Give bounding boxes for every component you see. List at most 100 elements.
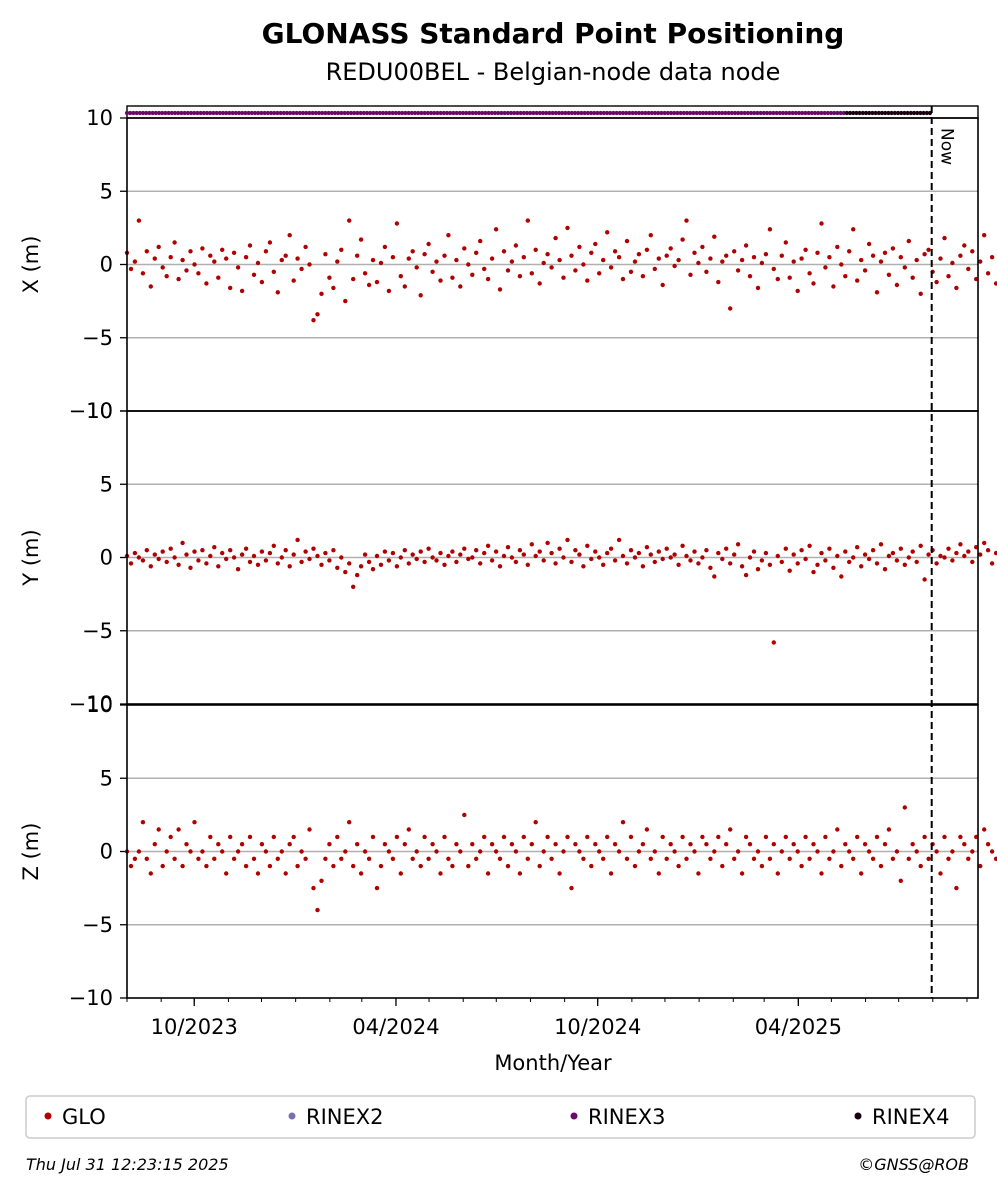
data-point (855, 545, 860, 550)
data-point (251, 553, 257, 559)
data-point (767, 856, 773, 861)
data-point (894, 282, 900, 288)
rinex-mark-rinex3 (278, 110, 283, 116)
data-point (319, 562, 324, 567)
data-point (755, 567, 761, 572)
data-point (327, 842, 332, 847)
data-point (862, 268, 868, 273)
data-point (791, 259, 796, 264)
rinex-mark-rinex3 (678, 110, 683, 116)
data-point (315, 553, 320, 559)
data-point (914, 257, 919, 263)
data-point (418, 293, 423, 298)
data-point (362, 271, 368, 276)
data-point (859, 564, 864, 569)
data-point (382, 549, 388, 554)
data-point (759, 260, 765, 266)
data-point (243, 546, 249, 551)
rinex-mark-rinex3 (566, 110, 571, 116)
data-point (243, 863, 249, 869)
x-axis: Now 10/2023 04/2024 10/2024 04/2025 (126, 106, 968, 1039)
y-tick-label: −5 (82, 326, 113, 350)
data-point (704, 269, 709, 274)
data-point (724, 253, 729, 258)
data-point (485, 276, 491, 282)
footer-timestamp: Thu Jul 31 12:23:15 2025 (26, 1155, 229, 1174)
data-point (593, 241, 598, 247)
data-point (160, 265, 165, 270)
rinex-mark-rinex4 (924, 110, 929, 116)
data-point (279, 257, 284, 263)
rinex-mark-rinex3 (432, 110, 437, 116)
data-point (866, 556, 872, 562)
rinex-mark-rinex4 (860, 110, 865, 116)
data-point (505, 863, 511, 869)
rinex-mark-rinex3 (380, 110, 386, 116)
data-point (803, 556, 808, 562)
data-point (807, 543, 812, 548)
rinex-mark-rinex3 (656, 110, 661, 116)
data-point (597, 271, 602, 276)
data-point (855, 278, 860, 283)
data-point (628, 548, 634, 553)
data-point (660, 834, 665, 840)
data-point (406, 561, 411, 566)
data-point (251, 856, 257, 861)
data-point (708, 565, 713, 570)
data-point (442, 834, 447, 840)
data-point (156, 244, 161, 250)
rinex-mark-rinex3 (454, 110, 459, 116)
data-point (862, 842, 868, 847)
data-point (767, 227, 773, 232)
data-point (799, 548, 804, 553)
data-point (128, 863, 134, 869)
rinex-mark-rinex3 (364, 110, 370, 116)
rinex-mark-rinex3 (166, 110, 171, 116)
rinex-mark-rinex3 (710, 110, 715, 116)
rinex-mark-rinex3 (323, 110, 328, 116)
data-point (664, 546, 669, 551)
data-point (188, 565, 193, 570)
rinex-mark-rinex3 (806, 110, 811, 116)
rinex-mark-rinex3 (723, 110, 728, 116)
data-point (870, 856, 876, 861)
data-point (906, 555, 911, 560)
data-point (156, 827, 161, 832)
data-point (482, 266, 487, 272)
data-point (676, 863, 681, 869)
rinex-mark-rinex3 (172, 110, 178, 116)
data-point (545, 834, 550, 840)
rinex-mark-rinex3 (182, 110, 187, 116)
data-point (382, 842, 388, 847)
data-point (402, 842, 407, 847)
rinex-mark-rinex3 (771, 110, 776, 116)
data-point (795, 849, 800, 854)
data-point (811, 842, 816, 847)
rinex-mark-rinex3 (396, 110, 402, 116)
rinex-mark-rinex3 (358, 110, 363, 116)
rinex-mark-rinex3 (732, 110, 738, 116)
data-point (470, 555, 475, 560)
data-point (172, 856, 177, 861)
data-point (450, 549, 455, 554)
data-point (462, 812, 467, 818)
data-point (601, 562, 606, 567)
x-tick-label: 10/2024 (554, 1015, 641, 1039)
data-point (164, 849, 169, 854)
data-point (926, 856, 931, 861)
data-point (886, 827, 892, 832)
data-point (291, 278, 296, 283)
data-point (140, 558, 146, 563)
data-point (355, 842, 360, 847)
data-point (410, 856, 415, 861)
data-point (747, 842, 753, 847)
data-point (287, 842, 292, 847)
rinex-mark-rinex3 (249, 110, 254, 116)
data-point (239, 288, 245, 294)
data-point (755, 285, 761, 291)
rinex-mark-rinex3 (809, 110, 814, 116)
data-point (612, 249, 618, 254)
data-point (366, 282, 372, 288)
rinex-mark-rinex4 (902, 110, 907, 116)
rinex-mark-rinex3 (348, 110, 354, 116)
